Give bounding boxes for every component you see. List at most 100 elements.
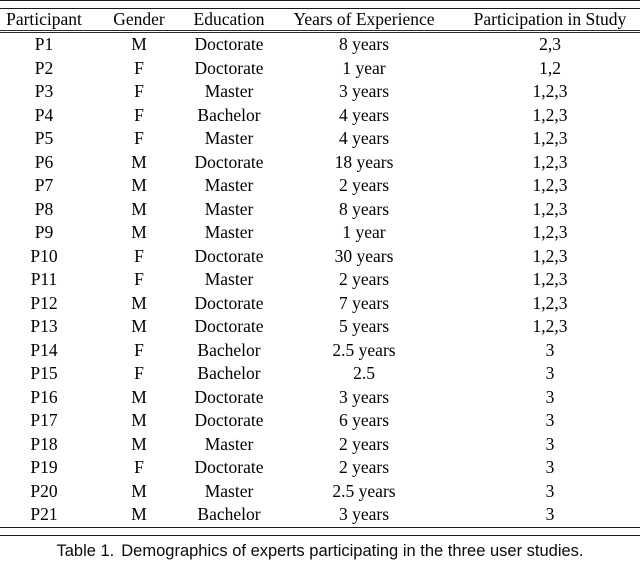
table-cell: 1,2,3 <box>532 222 568 243</box>
table-cell: 3 <box>545 386 555 407</box>
table-cell: Master <box>204 222 254 243</box>
column-header: Participant <box>0 9 88 33</box>
table-cell: Doctorate <box>194 292 264 313</box>
table-cell: 1,2,3 <box>532 104 568 125</box>
table-cell: 2.5 years <box>332 339 396 360</box>
table-cell: Doctorate <box>194 410 264 431</box>
table-row: P5 F Master 4 years 1,2,3 <box>0 127 640 151</box>
table-cell: 1,2,3 <box>532 245 568 266</box>
table-row: P18 M Master 2 years 3 <box>0 433 640 457</box>
table-cell: Master <box>204 433 254 454</box>
table-cell: 7 years <box>338 292 390 313</box>
table-cell: M <box>131 34 147 55</box>
table-cell: Doctorate <box>194 151 264 172</box>
table-cell: 3 years <box>338 81 390 102</box>
table-row: P1 M Doctorate 8 years 2,3 <box>0 32 640 57</box>
caption-label: Table 1. <box>56 541 115 560</box>
table-cell: P19 <box>30 457 58 478</box>
table-row: P3 F Master 3 years 1,2,3 <box>0 80 640 104</box>
table-cell: Master <box>204 175 254 196</box>
table-cell: Bachelor <box>197 363 261 384</box>
table-cell: P9 <box>34 222 54 243</box>
table-cell: 4 years <box>338 128 390 149</box>
table-cell: P17 <box>30 410 58 431</box>
table-cell: F <box>134 363 144 384</box>
table-cell: 5 years <box>338 316 390 337</box>
table-caption: Table 1. Demographics of experts particip… <box>0 542 640 561</box>
column-header: Gender <box>88 9 190 33</box>
table-cell: 1 year <box>342 57 386 78</box>
table-cell: 2 years <box>338 269 390 290</box>
table-row: P7 M Master 2 years 1,2,3 <box>0 174 640 198</box>
table-cell: F <box>134 245 144 266</box>
table-cell: P5 <box>34 128 54 149</box>
table-cell: 3 <box>545 363 555 384</box>
table-cell: P16 <box>30 386 58 407</box>
table-cell: 8 years <box>338 34 390 55</box>
table-cell: F <box>134 57 144 78</box>
caption-text: Demographics of experts participating in… <box>121 541 584 560</box>
table-row: P16 M Doctorate 3 years 3 <box>0 386 640 410</box>
table-header-row: Participant Gender Education Years of Exper… <box>0 9 640 33</box>
table-cell: 1,2,3 <box>532 269 568 290</box>
table-cell: Master <box>204 198 254 219</box>
table-cell: 2 years <box>338 457 390 478</box>
table-cell: P12 <box>30 292 58 313</box>
table-cell: 1 year <box>342 222 386 243</box>
table-top-rule <box>0 0 640 9</box>
table-cell: P15 <box>30 363 58 384</box>
table-cell: P20 <box>30 480 58 501</box>
table-row: P15 F Bachelor 2.5 3 <box>0 362 640 386</box>
table-cell: P10 <box>30 245 58 266</box>
table-cell: M <box>131 198 147 219</box>
table-cell: 3 <box>545 433 555 454</box>
table-cell: Doctorate <box>194 34 264 55</box>
table-cell: 2 years <box>338 175 390 196</box>
table-cell: M <box>131 504 147 525</box>
table-cell: Bachelor <box>197 504 261 525</box>
table-cell: P7 <box>34 175 54 196</box>
table-cell: 1,2,3 <box>532 198 568 219</box>
table-cell: M <box>131 433 147 454</box>
table-row: P2 F Doctorate 1 year 1,2 <box>0 57 640 81</box>
table-cell: 1,2,3 <box>532 151 568 172</box>
table-cell: 3 <box>545 504 555 525</box>
table-cell: 1,2,3 <box>532 175 568 196</box>
demographics-table: Participant Gender Education Years of Exper… <box>0 9 640 527</box>
table-cell: F <box>134 81 144 102</box>
table-row: P11 F Master 2 years 1,2,3 <box>0 268 640 292</box>
table-cell: 2 years <box>338 433 390 454</box>
column-header: Years of Experience <box>268 9 460 33</box>
table-cell: M <box>131 222 147 243</box>
table-cell: M <box>131 292 147 313</box>
table-cell: 3 years <box>338 504 390 525</box>
table-cell: P2 <box>34 57 54 78</box>
table-cell: Bachelor <box>197 339 261 360</box>
table-row: P12 M Doctorate 7 years 1,2,3 <box>0 292 640 316</box>
table-cell: P11 <box>30 269 58 290</box>
table-cell: M <box>131 410 147 431</box>
table-cell: F <box>134 128 144 149</box>
table-cell: 8 years <box>338 198 390 219</box>
table-row: P4 F Bachelor 4 years 1,2,3 <box>0 104 640 128</box>
table-cell: 4 years <box>338 104 390 125</box>
table-cell: Doctorate <box>194 316 264 337</box>
table-cell: 6 years <box>338 410 390 431</box>
table-cell: 2,3 <box>539 34 561 55</box>
table-cell: P1 <box>34 34 54 55</box>
table-cell: 1,2,3 <box>532 316 568 337</box>
column-header: Participation in Study <box>460 9 640 33</box>
table-cell: F <box>134 269 144 290</box>
table-row: P13 M Doctorate 5 years 1,2,3 <box>0 315 640 339</box>
table-row: P9 M Master 1 year 1,2,3 <box>0 221 640 245</box>
table-cell: 2.5 <box>353 363 375 384</box>
table-cell: M <box>131 151 147 172</box>
table-cell: Master <box>204 269 254 290</box>
table-cell: P21 <box>30 504 58 525</box>
table-cell: M <box>131 480 147 501</box>
table-cell: 3 <box>545 410 555 431</box>
table-row: P8 M Master 8 years 1,2,3 <box>0 198 640 222</box>
table-bottom-rule <box>0 526 640 536</box>
table-row: P21 M Bachelor 3 years 3 <box>0 503 640 527</box>
table-row: P10 F Doctorate 30 years 1,2,3 <box>0 245 640 269</box>
